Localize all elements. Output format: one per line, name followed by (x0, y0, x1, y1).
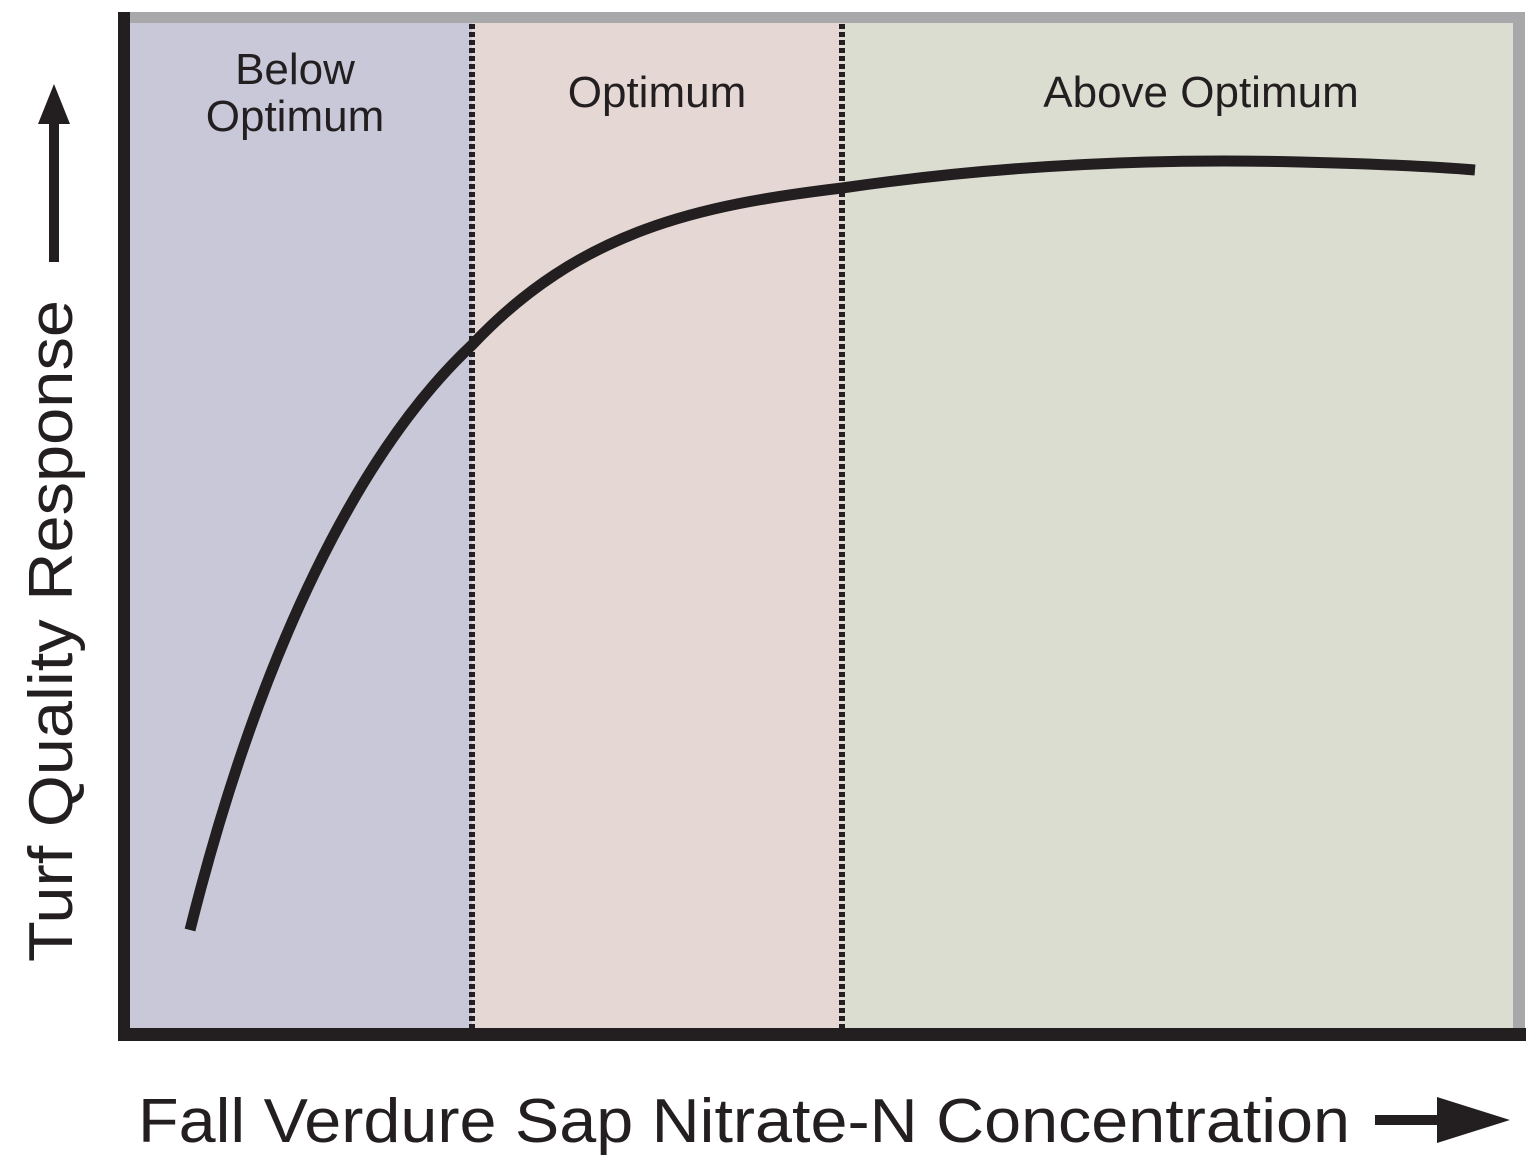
region-optimum (472, 23, 842, 1029)
y-axis-arrow-icon (38, 84, 70, 262)
frame-top (124, 12, 1525, 23)
frame-right (1513, 12, 1525, 1034)
region-label-optimum: Optimum (568, 68, 746, 117)
region-below-optimum (130, 23, 472, 1029)
x-axis-arrow-icon (1375, 1097, 1510, 1143)
region-label-above-optimum: Above Optimum (1043, 68, 1358, 117)
region-above-optimum (842, 23, 1513, 1029)
y-axis-line (118, 12, 130, 1041)
x-axis-line (118, 1028, 1526, 1041)
response-curve (184, 155, 1476, 932)
region-label-below-line2: Optimum (206, 92, 384, 141)
x-axis-label: Fall Verdure Sap Nitrate-N Concentration (138, 1087, 1350, 1156)
y-axis-label: Turf Quality Response (17, 300, 86, 962)
region-label-below-line1: Below (235, 45, 355, 94)
